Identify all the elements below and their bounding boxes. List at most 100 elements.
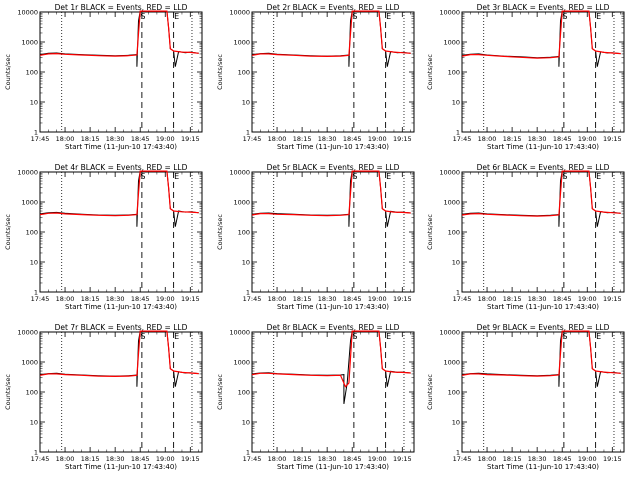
chart-title: Det 1r BLACK = Events, RED = LLD [55,3,188,12]
y-tick-label: 1 [456,289,460,297]
x-tick-label: 18:15 [81,455,100,463]
end-marker-label: E [596,12,601,21]
y-tick-label: 10 [30,259,38,267]
end-marker-label: E [386,332,391,341]
chart-title: Det 2r BLACK = Events, RED = LLD [267,3,400,12]
end-marker-label: E [386,172,391,181]
x-tick-label: 19:00 [578,455,597,463]
end-marker-label: E [596,332,601,341]
y-tick-label: 1000 [233,359,250,367]
y-tick-label: 1 [246,289,250,297]
y-tick-label: 1000 [443,199,460,207]
lld-series-line [462,10,621,59]
x-tick-label: 18:30 [106,295,125,303]
x-axis-label: Start Time (11-Jun-10 17:43:40) [487,463,599,471]
end-marker-label: E [386,12,391,21]
y-tick-label: 100 [26,229,38,237]
x-tick-label: 18:45 [343,455,362,463]
lld-series-line [252,170,411,217]
x-tick-label: 19:00 [368,295,387,303]
chart-panel: Det 4r BLACK = Events, RED = LLD 1 10 100 10… [4,163,203,311]
series-group [40,170,199,227]
y-axis-label: Counts/sec [216,54,224,90]
chart-panel: Det 3r BLACK = Events, RED = LLD 1 10 100 10… [426,3,625,151]
y-tick-label: 10000 [229,329,250,337]
x-tick-label: 19:15 [393,295,412,303]
y-tick-label: 10 [30,419,38,427]
series-group [462,10,621,67]
x-tick-label: 18:00 [478,295,497,303]
y-tick-label: 100 [238,389,250,397]
chart-panel: Det 2r BLACK = Events, RED = LLD 1 10 100 10… [216,3,415,151]
chart-title: Det 6r BLACK = Events, RED = LLD [477,163,610,172]
series-group [40,330,199,387]
x-tick-label: 18:00 [478,135,497,143]
end-marker-label: E [174,332,179,341]
y-tick-label: 1000 [21,39,38,47]
y-axis-label: Counts/sec [426,214,434,250]
y-tick-label: 10 [242,419,250,427]
x-tick-label: 18:15 [503,295,522,303]
start-marker-label: S [140,172,145,181]
x-axis-label: Start Time (11-Jun-10 17:43:40) [65,463,177,471]
chart-panel: Det 1r BLACK = Events, RED = LLD 1 10 100 10… [4,3,203,151]
y-tick-label: 100 [238,69,250,77]
x-tick-label: 18:30 [318,135,337,143]
y-tick-label: 10000 [17,329,38,337]
x-tick-label: 17:45 [31,135,50,143]
y-axis-label: Counts/sec [426,54,434,90]
lld-series-line [40,170,199,217]
chart-title: Det 8r BLACK = Events, RED = LLD [267,323,400,332]
x-tick-label: 19:15 [393,455,412,463]
events-series-line [252,330,411,404]
y-axis-label: Counts/sec [216,374,224,410]
x-tick-label: 18:30 [528,135,547,143]
y-axis-label: Counts/sec [216,214,224,250]
plot-frame [39,11,203,133]
x-tick-label: 18:00 [56,295,75,303]
x-tick-label: 19:00 [156,455,175,463]
x-tick-label: 19:15 [181,295,200,303]
x-tick-label: 18:30 [528,455,547,463]
x-tick-label: 19:15 [603,455,622,463]
x-axis-label: Start Time (11-Jun-10 17:43:40) [277,463,389,471]
start-marker-label: S [562,172,567,181]
y-tick-label: 1 [246,449,250,457]
x-tick-label: 18:45 [131,135,150,143]
y-tick-label: 1 [246,129,250,137]
y-tick-label: 100 [448,389,460,397]
x-tick-label: 19:15 [181,135,200,143]
chart-panel: Det 6r BLACK = Events, RED = LLD 1 10 100 10… [426,163,625,311]
x-tick-label: 19:15 [603,135,622,143]
lld-series-line [252,330,411,388]
x-tick-label: 18:45 [553,135,572,143]
lld-series-line [40,10,199,57]
x-axis-label: Start Time (11-Jun-10 17:43:40) [487,303,599,311]
end-marker-label: E [174,172,179,181]
y-tick-label: 1000 [21,199,38,207]
plot-frame [39,171,203,293]
x-tick-label: 17:45 [243,135,262,143]
x-tick-label: 17:45 [243,455,262,463]
x-tick-label: 18:30 [318,455,337,463]
x-tick-label: 18:45 [131,455,150,463]
x-axis-label: Start Time (11-Jun-10 17:43:40) [65,143,177,151]
end-marker-label: E [174,12,179,21]
x-tick-label: 18:15 [293,295,312,303]
lld-series-line [462,170,621,217]
x-tick-label: 18:15 [81,295,100,303]
lld-series-line [462,330,621,377]
chart-panel: Det 5r BLACK = Events, RED = LLD 1 10 100 10… [216,163,415,311]
start-marker-label: S [562,332,567,341]
y-tick-label: 10000 [439,169,460,177]
x-tick-label: 18:00 [268,455,287,463]
x-tick-label: 17:45 [453,135,472,143]
y-tick-label: 1000 [21,359,38,367]
x-tick-label: 18:45 [131,295,150,303]
x-tick-label: 18:45 [553,295,572,303]
plot-frame [461,171,625,293]
x-tick-label: 18:30 [318,295,337,303]
x-tick-label: 17:45 [31,455,50,463]
y-axis-label: Counts/sec [4,374,12,410]
